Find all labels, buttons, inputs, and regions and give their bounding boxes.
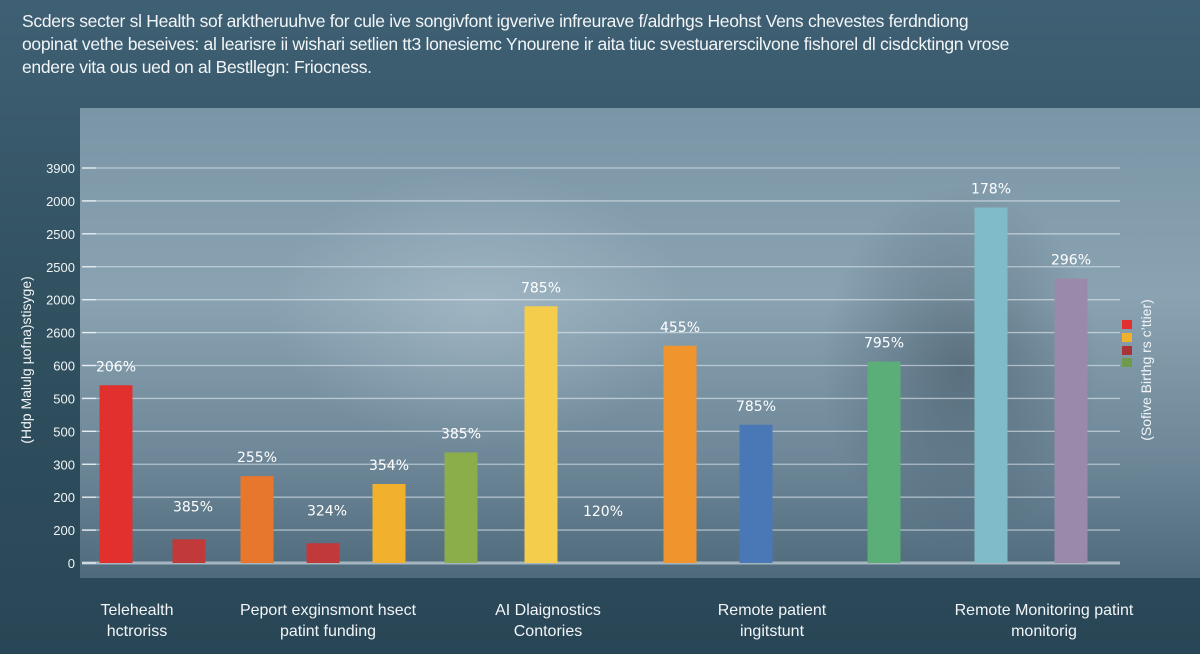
bar-data-label: 785% xyxy=(521,280,561,296)
bar-data-label: 385% xyxy=(173,499,213,515)
category-label: Remote Monitoring patint monitorig xyxy=(954,602,1134,640)
title-line: Scders secter sl Health sof arktheruuhve… xyxy=(22,11,969,31)
bar xyxy=(974,207,1008,563)
bar-data-label: 324% xyxy=(307,503,347,519)
bar xyxy=(372,484,406,563)
bar xyxy=(663,345,697,563)
bar-data-label: 120% xyxy=(583,504,623,520)
y-tick-label: 2600 xyxy=(46,326,75,341)
bar xyxy=(1054,278,1088,563)
bar xyxy=(867,361,901,563)
y-tick-label: 200 xyxy=(53,523,75,538)
category-label: AI Dlaignostics Contories xyxy=(495,602,601,640)
y-tick-label: 0 xyxy=(68,556,75,571)
bar xyxy=(99,385,133,563)
bar xyxy=(524,306,558,563)
y-tick-label: 2500 xyxy=(46,227,75,242)
bar xyxy=(739,424,773,563)
title-line: endere vita ous ued on al Bestllegn: Fri… xyxy=(22,57,372,77)
bar xyxy=(444,452,478,563)
chart-title: Scders secter sl Health sof arktheruuhve… xyxy=(22,10,1182,79)
y-tick-label: 600 xyxy=(53,359,75,374)
bar xyxy=(240,476,274,563)
title-line: oopinat vethe beseives: al learisre ii w… xyxy=(22,34,1010,54)
legend-swatch xyxy=(1122,333,1132,342)
legend-swatch xyxy=(1122,346,1132,355)
y-tick-label: 500 xyxy=(53,391,75,406)
y-tick-label: 500 xyxy=(53,424,75,439)
bar xyxy=(172,539,206,563)
y-tick-label: 300 xyxy=(53,457,75,472)
legend-swatch xyxy=(1122,358,1132,367)
category-label: Remote patient ingitstunt xyxy=(717,602,827,640)
secondary-axis-label: (Sofive Birthg rs c’ttier) xyxy=(1138,299,1154,441)
legend-swatch xyxy=(1122,320,1132,329)
y-tick-label: 2500 xyxy=(46,260,75,275)
bar-data-label: 178% xyxy=(971,182,1011,198)
bar-data-label: 785% xyxy=(736,399,776,415)
y-axis-label: (Hdp Malulg µofna)stisyge) xyxy=(18,276,34,444)
bar-data-label: 385% xyxy=(441,426,481,442)
bar-data-label: 354% xyxy=(369,458,409,474)
y-tick-label: 2000 xyxy=(46,194,75,209)
bar-data-label: 296% xyxy=(1051,253,1091,269)
y-tick-label: 2000 xyxy=(46,293,75,308)
bar xyxy=(306,543,340,563)
y-tick-label: 200 xyxy=(53,490,75,505)
category-label: Telehealth hctroriss xyxy=(100,602,174,640)
bar-data-label: 455% xyxy=(660,320,700,336)
bar-data-label: 255% xyxy=(237,450,277,466)
category-label: Peport exginsmont hsect patint funding xyxy=(239,602,417,640)
bar-data-label: 206% xyxy=(96,359,136,375)
y-tick-label: 3900 xyxy=(46,161,75,176)
bar-data-label: 795% xyxy=(864,336,904,352)
